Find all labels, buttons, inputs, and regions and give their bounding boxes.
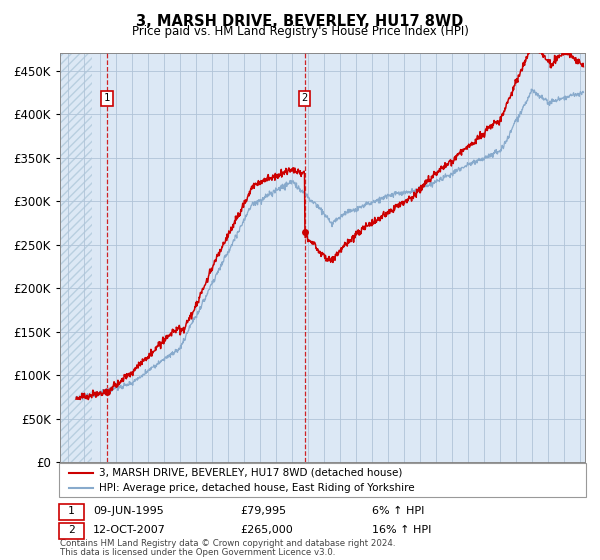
Text: 6% ↑ HPI: 6% ↑ HPI <box>372 506 424 516</box>
Text: £79,995: £79,995 <box>240 506 286 516</box>
Text: 2: 2 <box>68 525 75 535</box>
Text: 09-JUN-1995: 09-JUN-1995 <box>93 506 164 516</box>
Text: 16% ↑ HPI: 16% ↑ HPI <box>372 525 431 535</box>
Text: Contains HM Land Registry data © Crown copyright and database right 2024.: Contains HM Land Registry data © Crown c… <box>60 539 395 548</box>
Text: This data is licensed under the Open Government Licence v3.0.: This data is licensed under the Open Gov… <box>60 548 335 557</box>
Bar <box>60 53 92 462</box>
Text: 2: 2 <box>301 93 308 103</box>
Text: 3, MARSH DRIVE, BEVERLEY, HU17 8WD: 3, MARSH DRIVE, BEVERLEY, HU17 8WD <box>136 14 464 29</box>
Text: 1: 1 <box>68 506 75 516</box>
Text: 1: 1 <box>104 93 110 103</box>
Text: HPI: Average price, detached house, East Riding of Yorkshire: HPI: Average price, detached house, East… <box>99 483 415 493</box>
Text: Price paid vs. HM Land Registry's House Price Index (HPI): Price paid vs. HM Land Registry's House … <box>131 25 469 38</box>
Text: 3, MARSH DRIVE, BEVERLEY, HU17 8WD (detached house): 3, MARSH DRIVE, BEVERLEY, HU17 8WD (deta… <box>99 468 403 478</box>
Text: 12-OCT-2007: 12-OCT-2007 <box>93 525 166 535</box>
Text: £265,000: £265,000 <box>240 525 293 535</box>
